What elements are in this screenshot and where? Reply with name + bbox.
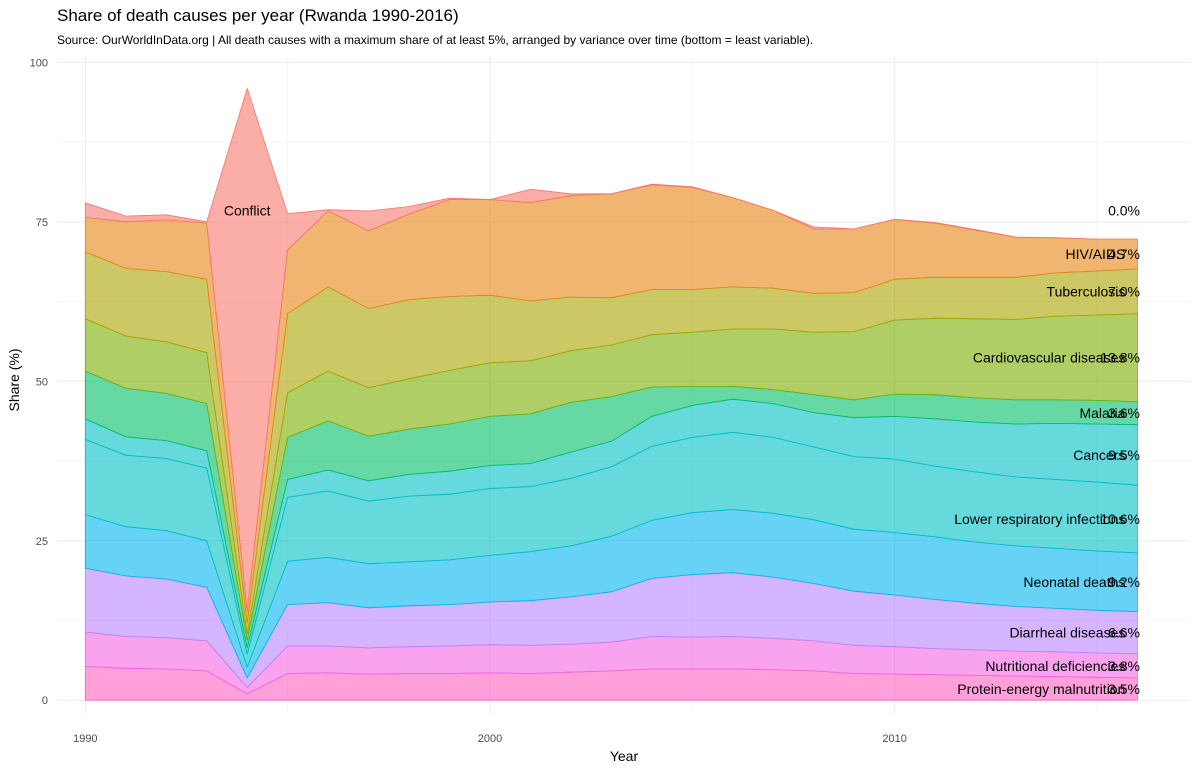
share-label-cardiovascular-diseases: 13.8% <box>1100 350 1140 366</box>
share-label-protein-energy-malnutrition: 3.5% <box>1108 681 1140 697</box>
area-conflict <box>84 87 1138 612</box>
y-tick-label: 100 <box>30 57 48 69</box>
series-label-hiv-aids: HIV/AIDS <box>1065 246 1125 262</box>
area-series <box>84 87 1138 701</box>
x-tick-label: 2000 <box>478 733 502 745</box>
x-axis-title: Year <box>610 748 639 764</box>
series-label-cancers: Cancers <box>1073 447 1125 463</box>
chart-subtitle: Source: OurWorldInData.org | All death c… <box>57 33 814 47</box>
series-label-malaria: Malaria <box>1079 405 1125 421</box>
series-label-conflict: Conflict <box>224 202 271 218</box>
share-label-diarrheal-diseases: 6.6% <box>1108 625 1140 641</box>
chart-title: Share of death causes per year (Rwanda 1… <box>57 6 459 25</box>
share-label-cancers: 9.5% <box>1108 447 1140 463</box>
series-label-nutritional-deficiencies: Nutritional deficiencies <box>985 658 1125 674</box>
share-label-lower-respiratory-infections: 10.6% <box>1100 511 1140 527</box>
y-tick-label: 75 <box>36 217 48 229</box>
series-label-lower-respiratory-infections: Lower respiratory infections <box>954 511 1125 527</box>
y-tick-label: 50 <box>36 376 48 388</box>
share-label-tuberculosis: 7.0% <box>1108 283 1140 299</box>
y-axis-title: Share (%) <box>6 348 22 411</box>
series-label-tuberculosis: Tuberculosis <box>1047 283 1126 299</box>
share-label-conflict: 0.0% <box>1108 202 1140 218</box>
share-label-neonatal-deaths: 9.2% <box>1108 574 1140 590</box>
x-tick-label: 2010 <box>882 733 906 745</box>
x-tick-label: 1990 <box>73 733 97 745</box>
series-label-diarrheal-diseases: Diarrheal diseases <box>1009 625 1125 641</box>
series-label-neonatal-deaths: Neonatal deaths <box>1023 574 1125 590</box>
share-label-hiv-aids: 4.7% <box>1108 246 1140 262</box>
series-label-protein-energy-malnutrition: Protein-energy malnutrition <box>957 681 1125 697</box>
share-label-malaria: 3.6% <box>1108 405 1140 421</box>
share-label-nutritional-deficiencies: 3.8% <box>1108 658 1140 674</box>
y-tick-label: 0 <box>42 695 48 707</box>
axes: Year Share (%) 1990 2000 2010 0 25 50 75 100 <box>6 57 907 764</box>
y-tick-label: 25 <box>36 536 48 548</box>
series-label-cardiovascular-diseases: Cardiovascular diseases <box>973 350 1126 366</box>
